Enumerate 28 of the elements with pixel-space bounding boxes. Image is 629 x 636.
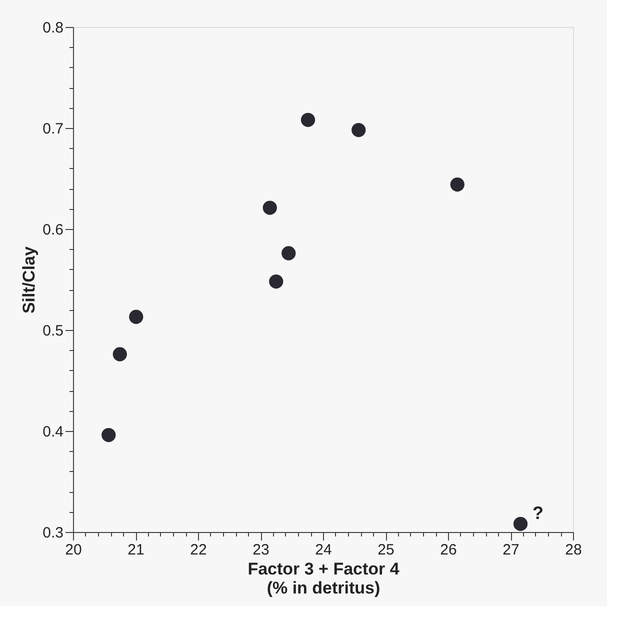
x-tick-label: 23 [252, 542, 270, 558]
annotation: ? [532, 502, 544, 523]
point [300, 112, 316, 127]
point [513, 516, 528, 531]
point [262, 200, 277, 215]
x-axis-title: Factor 3 + Factor 4 (% in detritus) [248, 560, 400, 598]
x-tick-label: 24 [315, 542, 332, 558]
y-tick-label: 0.8 [42, 20, 64, 36]
y-tick-label: 0.7 [42, 120, 64, 138]
x-tick-label: 27 [502, 542, 520, 558]
point [102, 428, 116, 442]
point [112, 347, 127, 362]
y-tick-label: 0.5 [42, 322, 64, 340]
x-tick-label: 25 [378, 542, 394, 558]
point [282, 246, 296, 260]
y-axis-title: Silt/Clay [20, 246, 39, 314]
x-tick-label: 21 [128, 542, 144, 558]
point [450, 178, 464, 192]
x-tick-label: 22 [190, 542, 207, 558]
x-tick-label: 20 [65, 542, 82, 558]
y-tick-label: 0.3 [42, 524, 64, 542]
point [352, 122, 366, 138]
x-tick-label: 28 [565, 542, 582, 558]
point [269, 274, 284, 289]
point [129, 310, 144, 324]
y-tick-label: 0.4 [42, 424, 64, 440]
x-tick-label: 26 [440, 542, 457, 558]
y-tick-label: 0.6 [42, 222, 64, 238]
